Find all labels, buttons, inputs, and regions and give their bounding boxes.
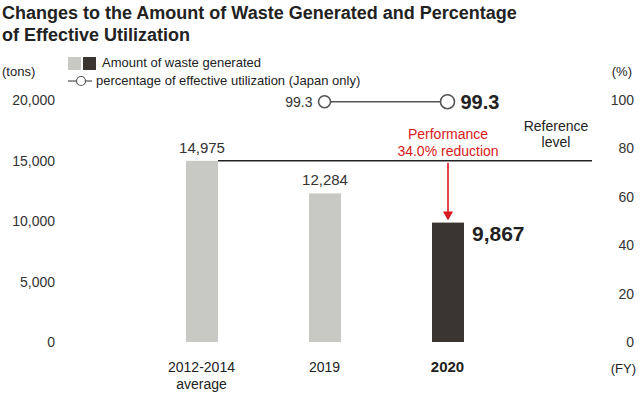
svg-text:Performance: Performance — [408, 126, 488, 142]
html-text:Changes to the Amount of Waste: Changes to the Amount of Waste Generated… — [2, 3, 517, 45]
svg-text:14,975: 14,975 — [179, 139, 225, 156]
svg-text:2019: 2019 — [309, 359, 340, 375]
svg-text:0: 0 — [626, 334, 632, 350]
svg-text:40: 40 — [618, 237, 632, 253]
svg-text:15,000: 15,000 — [12, 153, 55, 169]
svg-text:0: 0 — [47, 334, 55, 350]
html-text:(FY): (FY) — [610, 361, 636, 376]
svg-text:2012-2014: 2012-2014 — [168, 359, 235, 375]
html-text:Amount of waste generated: Amount of waste generated — [102, 55, 261, 70]
svg-text:20,000: 20,000 — [12, 92, 55, 108]
svg-text:34.0% reduction: 34.0% reduction — [397, 143, 498, 159]
svg-text:99.3: 99.3 — [285, 94, 312, 110]
svg-text:Reference: Reference — [524, 118, 589, 134]
svg-text:20: 20 — [618, 286, 632, 302]
html-text:percentage of effective utiliz: percentage of effective utilization (Jap… — [96, 73, 361, 88]
svg-text:100: 100 — [611, 92, 632, 108]
svg-text:2020: 2020 — [431, 358, 464, 375]
html-text:(tons): (tons) — [2, 64, 36, 79]
svg-text:12,284: 12,284 — [302, 171, 348, 188]
svg-text:9,867: 9,867 — [472, 222, 525, 245]
svg-text:level: level — [542, 134, 571, 150]
svg-text:10,000: 10,000 — [12, 213, 55, 229]
svg-text:99.3: 99.3 — [461, 91, 500, 113]
svg-text:average: average — [176, 376, 227, 392]
svg-text:5,000: 5,000 — [20, 274, 55, 290]
svg-text:80: 80 — [618, 140, 632, 156]
svg-text:60: 60 — [618, 189, 632, 205]
